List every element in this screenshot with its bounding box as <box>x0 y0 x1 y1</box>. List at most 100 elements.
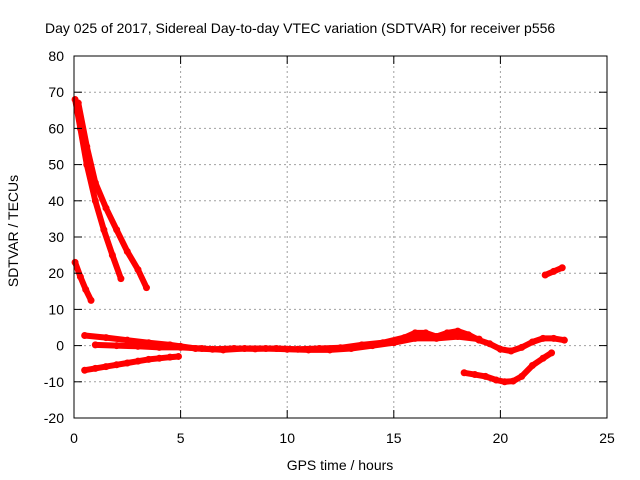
x-tick-labels: 0 5 10 15 20 25 <box>70 430 615 446</box>
data-point <box>81 366 89 374</box>
y-tick-label: 70 <box>48 84 64 100</box>
data-point <box>219 346 227 354</box>
plot-frame <box>73 55 608 419</box>
data-point <box>471 371 479 379</box>
data-point <box>102 334 110 342</box>
data-point <box>113 226 121 234</box>
data-point <box>460 369 468 377</box>
data-point <box>411 334 419 342</box>
data-point <box>305 346 313 354</box>
data-point <box>100 226 108 234</box>
data-point <box>560 336 568 344</box>
x-axis-label: GPS time / hours <box>287 457 394 473</box>
series-arc3 <box>72 259 95 304</box>
data-point <box>368 342 376 350</box>
data-point <box>528 362 536 370</box>
data-series <box>71 95 568 386</box>
data-point <box>539 354 547 362</box>
y-tick-label: -20 <box>44 410 64 426</box>
data-point <box>145 355 153 363</box>
data-point <box>113 342 121 350</box>
data-point <box>123 247 131 255</box>
y-tick-label: 40 <box>48 193 64 209</box>
grid <box>74 56 607 418</box>
data-point <box>155 343 163 351</box>
data-point <box>501 378 509 386</box>
x-tick-label: 0 <box>70 430 78 446</box>
x-tick-label: 20 <box>493 430 509 446</box>
data-point <box>134 342 142 350</box>
data-point <box>492 376 500 384</box>
data-point <box>411 329 419 337</box>
series-arc7 <box>461 349 555 385</box>
data-point <box>390 339 398 347</box>
data-point <box>475 335 483 343</box>
data-point <box>83 143 91 150</box>
data-point <box>198 344 206 352</box>
data-point <box>481 372 489 380</box>
data-point <box>283 345 291 353</box>
y-axis-label: SDTVAR / TECUs <box>5 175 21 287</box>
data-point <box>528 338 536 346</box>
y-tick-label: 30 <box>48 229 64 245</box>
y-tick-label: 80 <box>48 48 64 64</box>
data-point <box>76 273 84 281</box>
x-tick-label: 10 <box>279 430 295 446</box>
data-point <box>102 363 110 371</box>
data-point <box>550 334 558 342</box>
chart-title: Day 025 of 2017, Sidereal Day-to-day VTE… <box>45 20 555 36</box>
x-tick-label: 25 <box>599 430 615 446</box>
y-tick-label: 60 <box>48 120 64 136</box>
x-tick-label: 5 <box>177 430 185 446</box>
data-point <box>123 359 131 367</box>
data-point <box>113 361 121 369</box>
series-arc6 <box>81 353 182 374</box>
data-point <box>81 331 89 339</box>
data-point <box>91 341 99 349</box>
data-point <box>454 333 462 341</box>
data-point <box>422 329 430 337</box>
data-point <box>91 197 99 205</box>
data-point <box>509 377 517 385</box>
y-tick-label: -10 <box>44 374 64 390</box>
data-point <box>108 251 116 259</box>
data-point <box>539 334 547 342</box>
data-point <box>71 258 79 266</box>
data-point <box>496 345 504 353</box>
data-point <box>177 343 185 351</box>
data-point <box>142 284 150 292</box>
x-tick-label: 15 <box>386 430 402 446</box>
data-point <box>87 296 95 304</box>
data-point <box>134 266 142 274</box>
data-point <box>486 340 494 348</box>
data-point <box>454 327 462 335</box>
data-point <box>518 372 526 380</box>
data-point <box>432 334 440 342</box>
data-point <box>117 275 125 283</box>
data-point <box>548 349 556 357</box>
y-tick-labels: -20 -10 0 10 20 30 40 50 60 70 80 <box>44 48 64 426</box>
data-point <box>262 344 270 352</box>
y-tick-label: 10 <box>48 301 64 317</box>
y-tick-label: 0 <box>56 338 64 354</box>
data-point <box>507 347 515 355</box>
data-point <box>134 357 142 365</box>
y-tick-label: 50 <box>48 157 64 173</box>
data-point <box>541 271 549 279</box>
data-point <box>174 352 182 360</box>
data-point <box>326 346 334 354</box>
data-point <box>518 343 526 351</box>
data-point <box>102 204 110 212</box>
data-point <box>558 264 566 272</box>
data-point <box>91 364 99 372</box>
y-tick-label: 20 <box>48 265 64 281</box>
data-point <box>241 344 249 352</box>
data-point <box>82 285 90 293</box>
data-point <box>74 99 82 107</box>
data-point <box>166 353 174 361</box>
data-point <box>91 179 99 187</box>
data-point <box>155 354 163 362</box>
data-point <box>347 344 355 352</box>
data-point <box>123 336 131 344</box>
